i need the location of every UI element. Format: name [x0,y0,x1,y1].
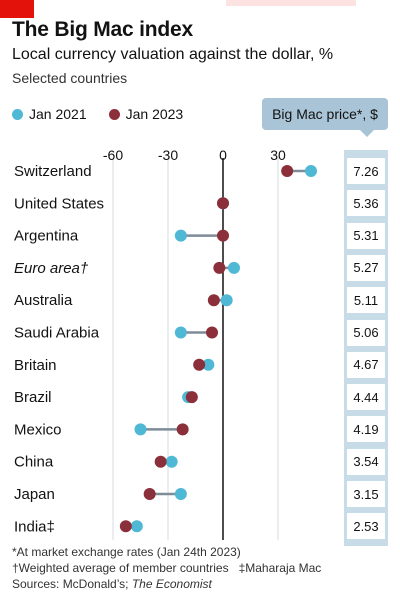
point-jan-2023 [154,455,167,468]
chart-title: The Big Mac index [12,18,193,41]
footnote-ddagger: ‡Maharaja Mac [238,561,322,575]
point-jan-2023 [193,358,206,371]
point-jan-2021 [305,165,317,177]
row-label: Switzerland [14,163,92,180]
point-jan-2023 [185,391,198,404]
footnote-dagger-row: †Weighted average of member countries ‡M… [12,560,321,576]
footnote-star: *At market exchange rates (Jan 24th 2023… [12,545,241,559]
point-jan-2021 [228,261,240,274]
price-cell: 3.15 [347,481,385,507]
brand-tag [0,0,34,18]
x-tick-label: 0 [219,147,227,163]
legend-label-2023: Jan 2023 [125,106,184,122]
point-jan-2023 [143,488,156,500]
point-jan-2021 [130,520,143,533]
footer: *At market exchange rates (Jan 24th 2023… [12,544,321,592]
footnote-dagger: †Weighted average of member countries [12,561,229,575]
point-jan-2023 [176,423,189,436]
point-jan-2021 [202,358,215,371]
top-shade [226,0,356,6]
legend-dot-2021 [12,108,23,120]
point-jan-2021 [174,326,187,339]
row-label: India‡ [14,518,55,535]
point-jan-2021 [165,455,178,468]
row-label: Japan [14,486,55,503]
price-cell: 7.26 [347,158,385,184]
row-label: China [14,454,54,471]
price-cell: 2.53 [347,513,385,540]
price-cell: 5.31 [347,222,385,249]
point-jan-2023 [217,229,229,242]
price-cell: 4.67 [347,351,385,378]
sources: Sources: McDonald’s; The Economist [12,576,321,592]
chart-note: Selected countries [12,70,128,86]
price-cell: 3.54 [347,448,385,475]
price-cell: 5.06 [347,319,385,346]
point-jan-2021 [174,229,187,242]
legend-label-2021: Jan 2021 [29,106,87,122]
point-jan-2023 [281,165,294,177]
point-jan-2021 [220,294,233,307]
row-label: Britain [14,357,57,374]
sources-italic: The Economist [131,577,212,591]
row-label: Saudi Arabia [14,325,100,342]
row-label: United States [14,195,104,212]
row-label: Euro area† [14,260,89,277]
row-label: Mexico [14,421,62,438]
point-jan-2023 [119,520,132,533]
point-jan-2023 [213,261,226,274]
point-jan-2023 [217,197,229,210]
chart-subtitle: Local currency valuation against the dol… [12,46,334,63]
point-jan-2023 [206,326,218,339]
price-cell: 5.11 [347,287,385,314]
legend-dot-2023 [108,108,120,120]
price-header: Big Mac price*, $ [262,98,388,137]
price-cell: 5.27 [347,254,385,281]
point-jan-2021 [174,488,187,500]
row-label: Argentina [14,228,79,245]
point-jan-2021 [134,423,147,436]
sources-prefix: Sources: McDonald’s; [12,577,132,591]
x-tick-label: -60 [103,147,123,163]
price-cell: 4.44 [347,384,385,411]
legend-item-2021: Jan 2021 [12,106,87,122]
x-tick-label: 30 [270,147,286,163]
legend: Jan 2021 Jan 2023 [12,106,205,122]
legend-item-2023: Jan 2023 [108,106,184,122]
point-jan-2023 [207,294,220,307]
row-label: Australia [14,292,73,309]
price-cell: 5.36 [347,190,385,217]
price-cell: 4.19 [347,416,385,443]
x-tick-label: -30 [158,147,178,163]
row-label: Brazil [14,389,52,406]
